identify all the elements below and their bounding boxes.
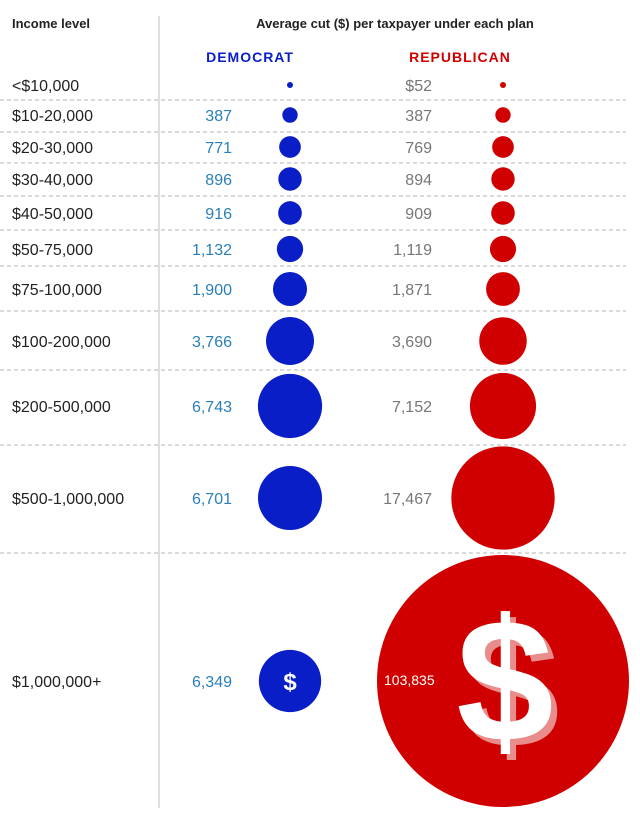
republican-value-label: 3,690: [392, 334, 432, 351]
republican-bubble: [489, 235, 517, 263]
republican-value-label: 894: [405, 172, 432, 189]
income-category-label: $200-500,000: [12, 399, 111, 416]
republican-bubble: [492, 136, 514, 158]
republican-bubble: [469, 372, 537, 440]
republican-value-label: 769: [405, 140, 432, 157]
income-level-header: Income level: [12, 16, 90, 31]
democrat-bubble: [272, 271, 308, 307]
democrat-bubble: [257, 373, 323, 439]
democrat-value-label: 3,766: [192, 334, 232, 351]
republican-series-label: REPUBLICAN: [409, 49, 511, 65]
republican-bubble: [491, 167, 515, 191]
income-category-label: $40-50,000: [12, 206, 93, 223]
democrat-value-label: 771: [205, 140, 232, 157]
republican-bubble: [479, 317, 527, 365]
income-category-label: $30-40,000: [12, 172, 93, 189]
democrat-value-label: 1,132: [192, 242, 232, 259]
republican-value-label: 17,467: [383, 491, 432, 508]
republican-dollar-shadow: $: [462, 590, 559, 785]
income-category-label: $100-200,000: [12, 334, 111, 351]
democrat-value-label: 896: [205, 172, 232, 189]
republican-bubble: [491, 201, 515, 225]
democrat-bubble: [278, 167, 302, 191]
democrat-bubble: [266, 317, 314, 365]
democrat-value-label: 387: [205, 108, 232, 125]
republican-value-label: $52: [405, 78, 432, 95]
republican-bubble: [377, 555, 629, 807]
democrat-value-label: 6,743: [192, 399, 232, 416]
income-category-label: $1,000,000+: [12, 674, 101, 691]
republican-value-label: 103,835: [384, 672, 435, 688]
democrat-bubble: [282, 107, 298, 123]
republican-bubble: [451, 446, 555, 550]
republican-value-label: 1,119: [393, 242, 432, 259]
democrat-series-label: DEMOCRAT: [206, 49, 294, 65]
republican-value-label: 7,152: [392, 399, 432, 416]
chart-title: Average cut ($) per taxpayer under each …: [256, 16, 534, 31]
democrat-value-label: 916: [205, 206, 232, 223]
income-category-label: <$10,000: [12, 78, 79, 95]
democrat-bubble: [278, 201, 302, 225]
republican-bubble: [486, 272, 520, 306]
democrat-value-label: 1,900: [192, 282, 232, 299]
democrat-bubble: [279, 136, 301, 158]
democrat-bubble: [257, 465, 323, 531]
republican-dollar-symbol: $: [456, 584, 553, 779]
republican-bubble: [500, 82, 506, 88]
income-category-label: $75-100,000: [12, 282, 102, 299]
republican-value-label: 909: [405, 206, 432, 223]
income-category-label: $10-20,000: [12, 108, 93, 125]
democrat-dollar-symbol: $: [283, 669, 297, 696]
income-category-label: $20-30,000: [12, 140, 93, 157]
income-category-label: $50-75,000: [12, 242, 93, 259]
republican-bubble: [495, 107, 511, 123]
republican-value-label: 387: [405, 108, 432, 125]
democrat-bubble: [287, 82, 293, 88]
income-category-label: $500-1,000,000: [12, 491, 124, 508]
democrat-bubble: [276, 235, 304, 263]
republican-value-label: 1,871: [392, 282, 432, 299]
democrat-value-label: 6,701: [192, 491, 232, 508]
democrat-value-label: 6,349: [192, 674, 232, 691]
democrat-bubble: [258, 649, 322, 713]
